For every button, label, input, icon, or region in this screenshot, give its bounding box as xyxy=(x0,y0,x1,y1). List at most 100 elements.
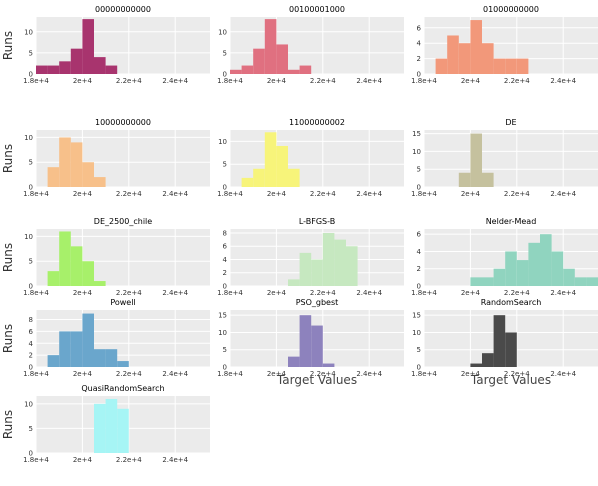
histogram-panel: 00100001000 0 5 10 1.8e+4 2e+4 2.2e+4 2.4e+4 xyxy=(217,5,404,85)
y-tick-label: 2 xyxy=(417,265,421,273)
x-tick-label: 1.8e+4 xyxy=(411,289,437,297)
y-tick-label: 15 xyxy=(412,130,421,138)
x-tick-label: 2.2e+4 xyxy=(310,370,336,378)
histogram-bar xyxy=(36,65,48,74)
panel-title: 00100001000 xyxy=(289,5,345,14)
histogram-panel: Powell 0 2 4 6 8 1.8e+4 2e+4 2.2e+4 2.4e+4 Runs xyxy=(1,298,210,378)
y-tick-label: 0 xyxy=(223,283,227,291)
histogram-bar xyxy=(574,277,587,286)
y-tick-label: 8 xyxy=(29,316,33,324)
histogram-bar xyxy=(47,167,60,187)
x-tick-label: 2e+4 xyxy=(461,77,481,85)
x-tick-label: 1.8e+4 xyxy=(411,370,437,378)
y-tick-label: 10 xyxy=(24,28,33,36)
y-tick-label: 5 xyxy=(29,258,33,266)
y-tick-label: 0 xyxy=(223,364,227,372)
x-tick-label: 2.4e+4 xyxy=(550,370,576,378)
x-axis-label: Target Values xyxy=(470,373,551,387)
y-tick-label: 6 xyxy=(29,328,34,336)
histogram-bar xyxy=(70,331,83,367)
y-tick-label: 10 xyxy=(24,233,33,241)
histogram-bar xyxy=(105,398,118,453)
histogram-bar xyxy=(59,331,71,367)
histogram-bar xyxy=(528,242,540,286)
x-tick-label: 2e+4 xyxy=(267,370,287,378)
x-tick-label: 2.2e+4 xyxy=(116,370,142,378)
x-tick-label: 2.4e+4 xyxy=(162,370,188,378)
panel-title: QuasiRandomSearch xyxy=(81,384,164,393)
y-tick-label: 6 xyxy=(223,243,228,251)
histogram-bar xyxy=(493,58,506,74)
histogram-bar xyxy=(82,313,94,367)
histogram-bar xyxy=(458,172,471,187)
x-tick-label: 2.4e+4 xyxy=(550,77,576,85)
histogram-bar xyxy=(470,277,482,286)
histogram-bar xyxy=(288,356,300,367)
y-axis-label: Runs xyxy=(1,410,15,439)
histogram-panel: 10000000000 0 5 10 1.8e+4 2e+4 2.2e+4 2.4e+4 Run… xyxy=(1,118,210,198)
panel-title: DE_2500_chile xyxy=(94,217,152,226)
y-tick-label: 0 xyxy=(29,364,33,372)
histogram-bar xyxy=(493,315,506,367)
histogram-bar xyxy=(493,268,506,286)
y-tick-label: 0 xyxy=(29,184,33,192)
histogram-panel: 11000000002 0 5 10 1.8e+4 2e+4 2.2e+4 2.4e+4 xyxy=(217,118,404,198)
histogram-bar xyxy=(470,20,482,74)
histogram-bar xyxy=(447,35,459,74)
x-tick-label: 2.4e+4 xyxy=(162,190,188,198)
histogram-bar xyxy=(288,279,300,286)
histogram-bar xyxy=(551,251,564,286)
x-tick-label: 2.4e+4 xyxy=(162,289,188,297)
y-tick-label: 10 xyxy=(24,400,33,408)
panel-title: Nelder-Mead xyxy=(486,217,537,226)
histogram-bar xyxy=(117,361,129,367)
histogram-bar xyxy=(586,277,598,286)
histogram-bar xyxy=(288,168,300,187)
histogram-bar xyxy=(105,349,118,367)
histogram-bar xyxy=(276,145,288,187)
histogram-bar xyxy=(288,69,300,74)
y-tick-label: 15 xyxy=(412,312,421,320)
x-tick-label: 1.8e+4 xyxy=(23,289,49,297)
y-tick-label: 0 xyxy=(223,184,227,192)
histogram-bar xyxy=(241,177,254,187)
y-tick-label: 10 xyxy=(412,148,421,156)
x-tick-label: 1.8e+4 xyxy=(411,77,437,85)
x-tick-label: 2e+4 xyxy=(461,289,481,297)
histogram-bar xyxy=(94,349,106,367)
x-tick-label: 2e+4 xyxy=(267,77,287,85)
x-tick-label: 2.4e+4 xyxy=(162,456,188,464)
histogram-bar xyxy=(264,19,277,74)
histogram-panel: 01000000000 0 2 4 6 1.8e+4 2e+4 2.2e+4 2.4e+4 xyxy=(411,5,598,85)
y-axis-label: Runs xyxy=(1,31,15,60)
histogram-panel: PSO_gbest 0 5 10 15 1.8e+4 2e+4 2.2e+4 2.4e+4 xyxy=(217,298,404,378)
x-tick-label: 2.2e+4 xyxy=(116,289,142,297)
x-tick-label: 1.8e+4 xyxy=(23,77,49,85)
x-tick-label: 2.4e+4 xyxy=(550,289,576,297)
y-tick-label: 5 xyxy=(223,346,227,354)
x-tick-label: 2e+4 xyxy=(267,289,287,297)
x-tick-label: 1.8e+4 xyxy=(217,190,243,198)
y-tick-label: 5 xyxy=(417,346,421,354)
x-tick-label: 2.4e+4 xyxy=(356,77,382,85)
y-tick-label: 8 xyxy=(223,229,227,237)
histogram-bar xyxy=(540,234,552,286)
histogram-bar xyxy=(346,246,358,286)
histogram-panel: Nelder-Mead 0 2 4 6 1.8e+4 2e+4 2.2e+4 2.4e+4 xyxy=(411,217,598,297)
x-tick-label: 1.8e+4 xyxy=(217,370,243,378)
y-tick-label: 0 xyxy=(417,283,421,291)
histogram-bar xyxy=(299,252,312,286)
x-tick-label: 1.8e+4 xyxy=(411,190,437,198)
histogram-bar xyxy=(516,58,529,74)
histogram-panel: RandomSearch 0 5 10 15 1.8e+4 2e+4 2.2e+4 2.4e+4 xyxy=(411,298,598,378)
x-tick-label: 2e+4 xyxy=(461,190,481,198)
histogram-bar xyxy=(458,43,471,74)
histogram-bar xyxy=(82,261,94,286)
histogram-bar xyxy=(94,281,106,286)
y-axis-label: Runs xyxy=(1,144,15,173)
histogram-bar xyxy=(482,43,494,74)
histogram-bar xyxy=(322,363,335,367)
histogram-bar xyxy=(59,61,71,74)
y-tick-label: 15 xyxy=(218,312,227,320)
